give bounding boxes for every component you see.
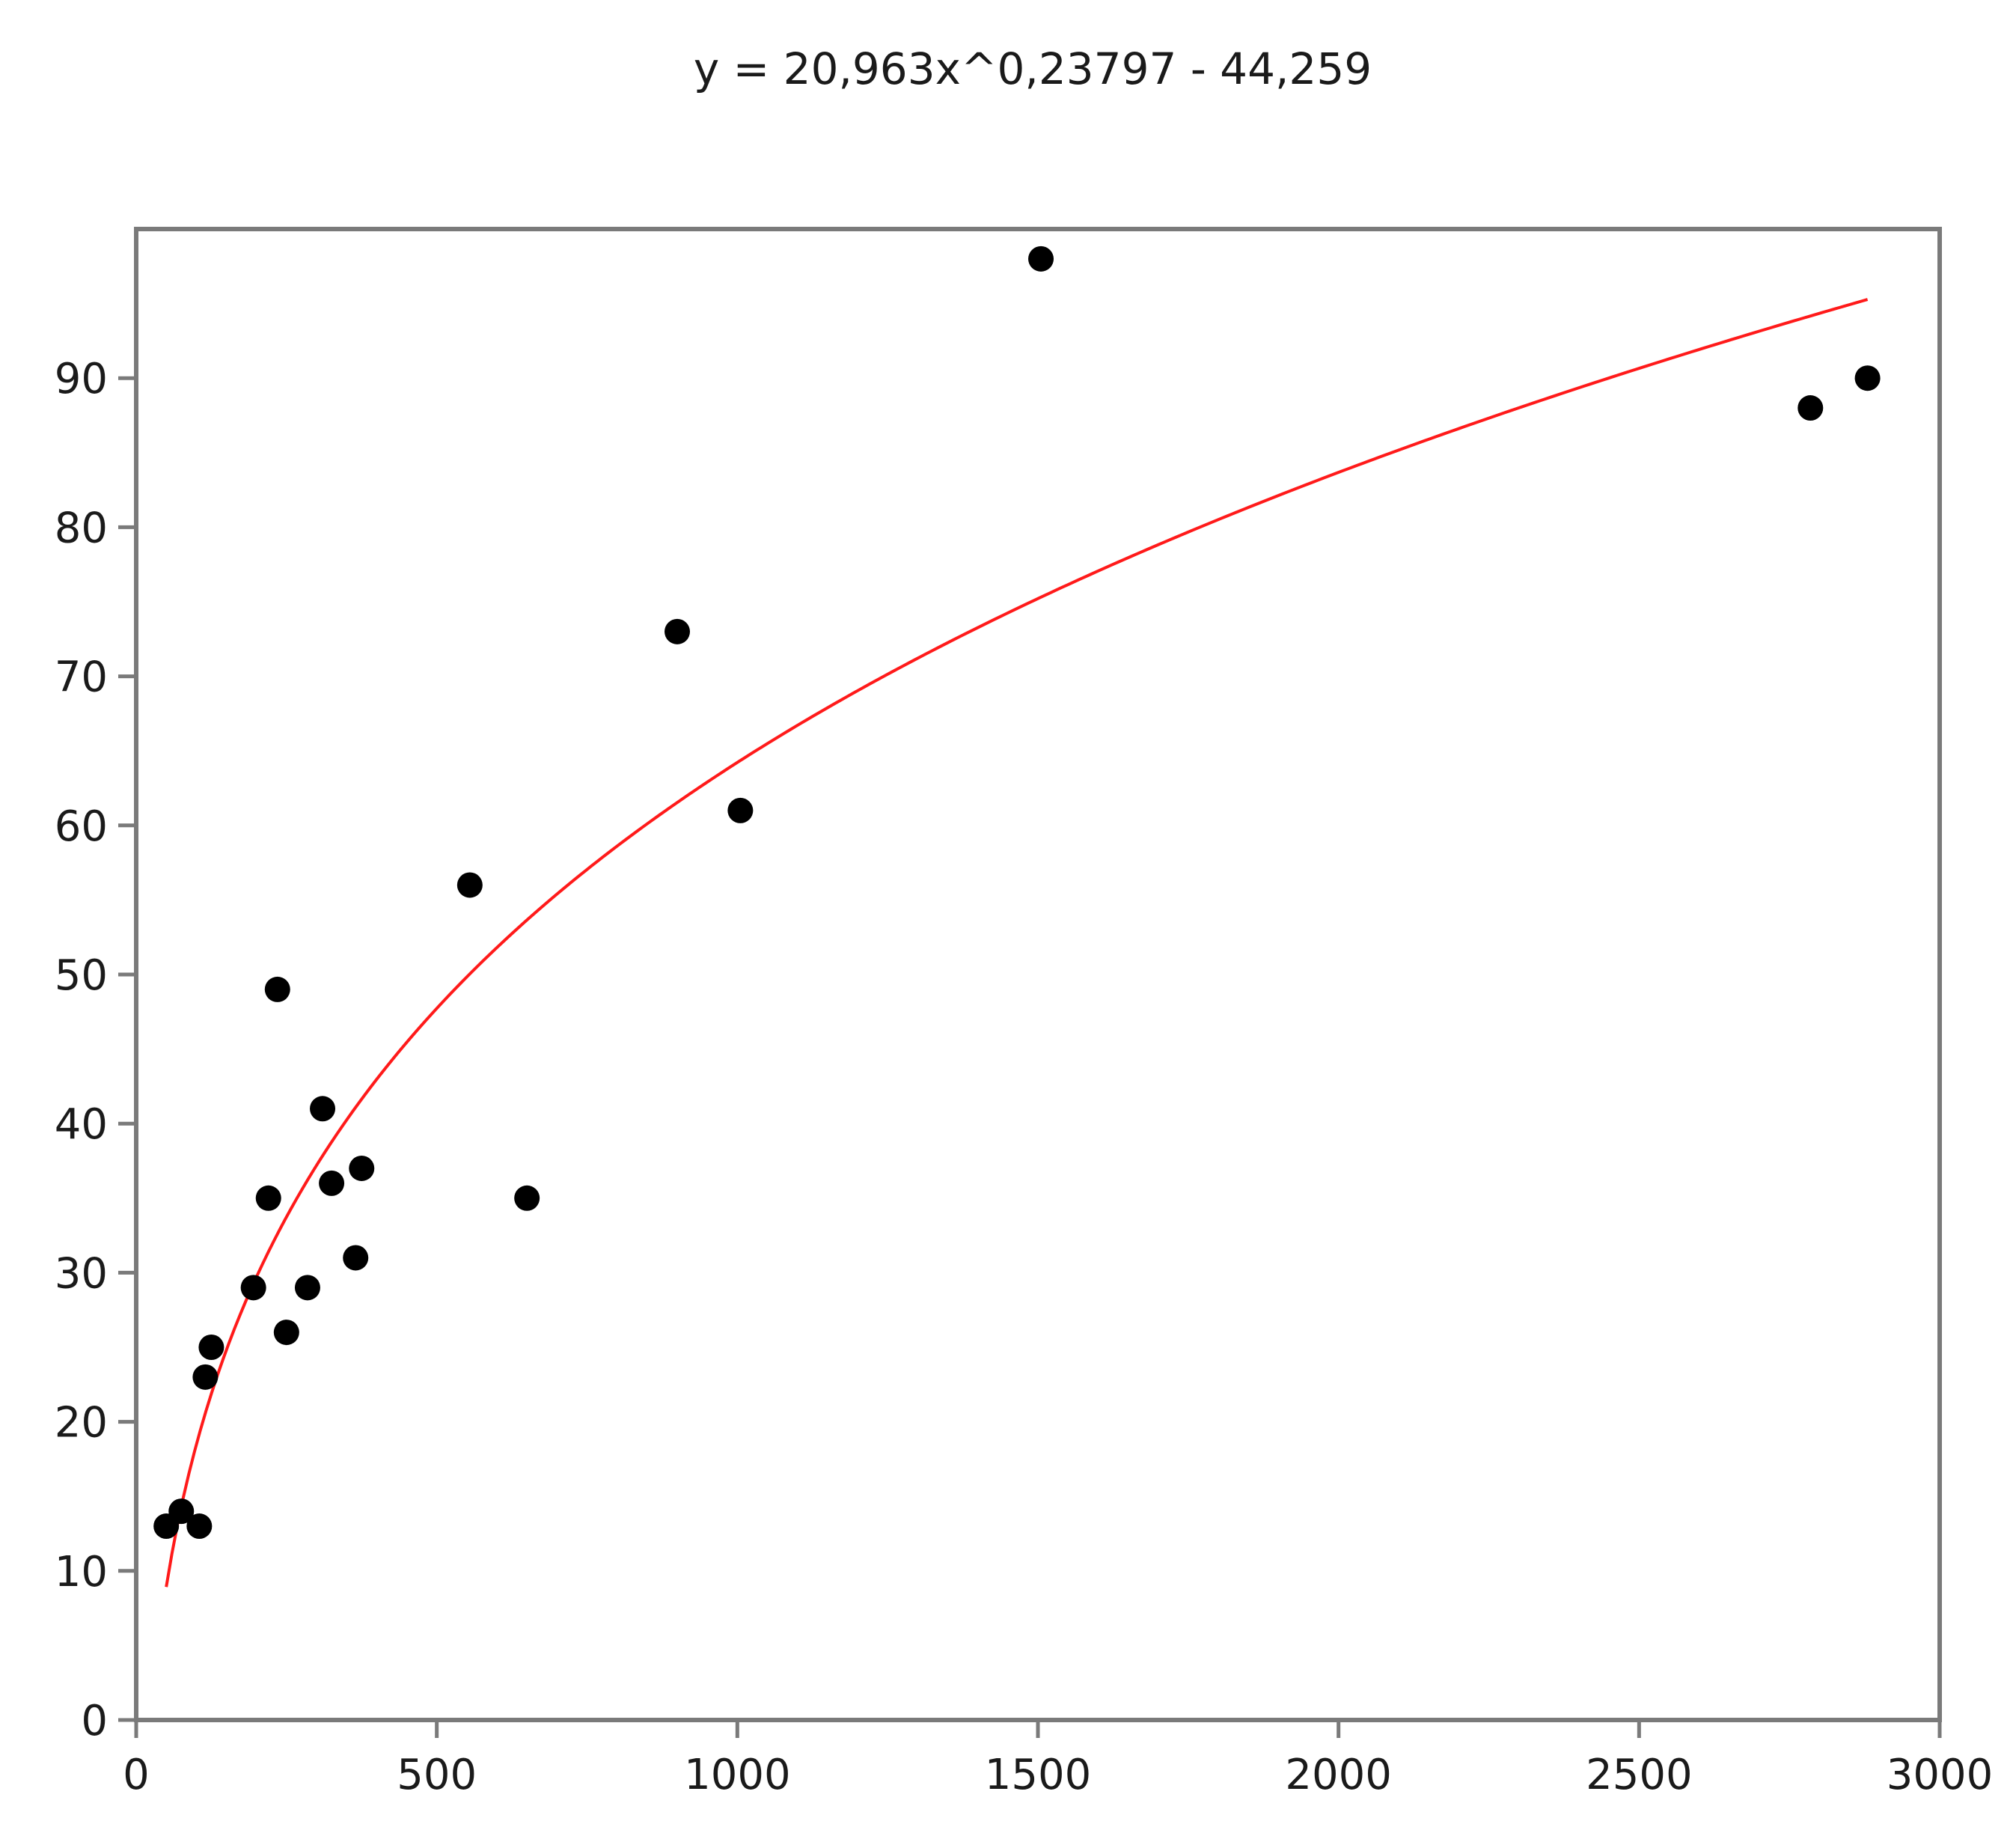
- x-tick-label: 1000: [684, 1751, 791, 1799]
- y-tick-label: 20: [55, 1399, 108, 1448]
- fit-curve-layer: [165, 298, 1869, 1588]
- fit-curve: [165, 298, 1869, 1588]
- y-tick-label: 10: [55, 1548, 108, 1596]
- y-tick-label: 90: [55, 355, 108, 403]
- y-tick-label: 70: [55, 653, 108, 702]
- data-point: [310, 1096, 336, 1122]
- chart-title: y = 20,963x^0,23797 - 44,259: [694, 43, 1372, 94]
- x-axis: 0 500 1000 1500 2000 2500 3000: [123, 1720, 1993, 1799]
- data-point: [186, 1513, 213, 1540]
- data-point: [240, 1275, 266, 1301]
- y-tick-label: 30: [55, 1249, 108, 1298]
- data-point: [255, 1185, 281, 1211]
- y-tick-label: 50: [55, 951, 108, 1000]
- y-tick-label: 0: [81, 1697, 108, 1745]
- data-point: [168, 1498, 195, 1525]
- data-point: [264, 976, 290, 1002]
- data-point: [319, 1170, 345, 1196]
- data-point: [1028, 245, 1054, 272]
- data-points: [153, 245, 1881, 1540]
- data-point: [273, 1320, 299, 1346]
- y-tick-label: 80: [55, 504, 108, 552]
- plot-frame-rect: [134, 227, 1942, 1722]
- data-point: [198, 1335, 224, 1360]
- data-point: [349, 1155, 375, 1181]
- y-axis: 0 10 20 30 40 50 60 70 80 90: [55, 355, 136, 1745]
- x-tick-label: 3000: [1887, 1751, 1994, 1799]
- y-tick-label: 40: [55, 1100, 108, 1149]
- x-tick-label: 1500: [985, 1751, 1092, 1799]
- data-point: [294, 1275, 320, 1301]
- plot-frame: [134, 227, 1942, 1722]
- data-point: [192, 1364, 219, 1390]
- data-point: [1797, 395, 1824, 421]
- x-tick-label: 500: [397, 1751, 477, 1799]
- x-tick-label: 2000: [1285, 1751, 1392, 1799]
- x-tick-label: 0: [123, 1751, 150, 1799]
- data-point: [1854, 365, 1881, 391]
- data-point: [343, 1245, 369, 1271]
- x-tick-label: 2500: [1586, 1751, 1693, 1799]
- data-point: [456, 872, 483, 898]
- data-point: [665, 618, 690, 644]
- y-tick-label: 60: [55, 802, 108, 851]
- data-point: [727, 797, 754, 823]
- data-point: [514, 1185, 540, 1211]
